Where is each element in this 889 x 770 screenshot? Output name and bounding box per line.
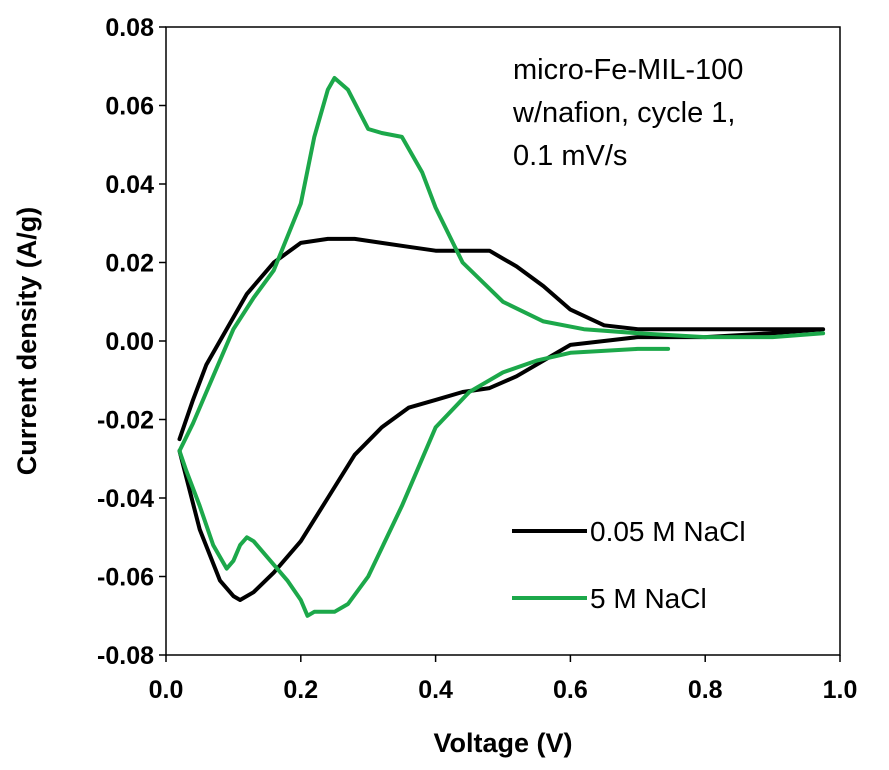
y-tick-label: -0.02 (97, 407, 154, 435)
annotation-line-1: micro-Fe-MIL-100 (513, 54, 743, 86)
legend-label-0: 0.05 M NaCl (590, 516, 746, 547)
series-layer (177, 76, 826, 618)
annotation-line-3: 0.1 mV/s (513, 140, 627, 172)
x-axis: 0.0 0.2 0.4 0.6 0.8 1.0 (149, 655, 858, 704)
annotation-line-2: w/nafion, cycle 1, (512, 97, 735, 129)
annotation: micro-Fe-MIL-100 w/nafion, cycle 1, 0.1 … (512, 54, 743, 172)
y-tick-label: -0.04 (97, 485, 154, 513)
y-tick-label: 0.06 (105, 93, 154, 121)
plot-area-frame (165, 26, 841, 656)
x-tick-label: 1.0 (823, 676, 858, 704)
x-tick-label: 0.2 (283, 676, 318, 704)
y-tick-label: 0.08 (105, 14, 154, 42)
x-tick-label: 0.6 (553, 676, 588, 704)
legend-label-1: 5 M NaCl (590, 583, 707, 614)
y-axis: 0.08 0.06 0.04 0.02 0.00 -0.02 -0.04 -0.06 -0.08 (97, 14, 166, 670)
legend: 0.05 M NaCl 5 M NaCl (512, 516, 746, 614)
x-tick-label: 0.0 (149, 676, 184, 704)
x-tick-label: 0.4 (418, 676, 453, 704)
series-line-0 (177, 236, 826, 602)
series-line-1 (177, 76, 826, 618)
y-tick-label: 0.02 (105, 250, 154, 278)
y-tick-label: 0.04 (105, 171, 154, 199)
y-tick-label: 0.00 (105, 328, 154, 356)
x-axis-title: Voltage (V) (433, 728, 572, 758)
y-axis-title: Current density (A/g) (12, 207, 42, 476)
x-tick-label: 0.8 (688, 676, 723, 704)
y-tick-label: -0.08 (97, 642, 154, 670)
y-tick-label: -0.06 (97, 564, 154, 592)
